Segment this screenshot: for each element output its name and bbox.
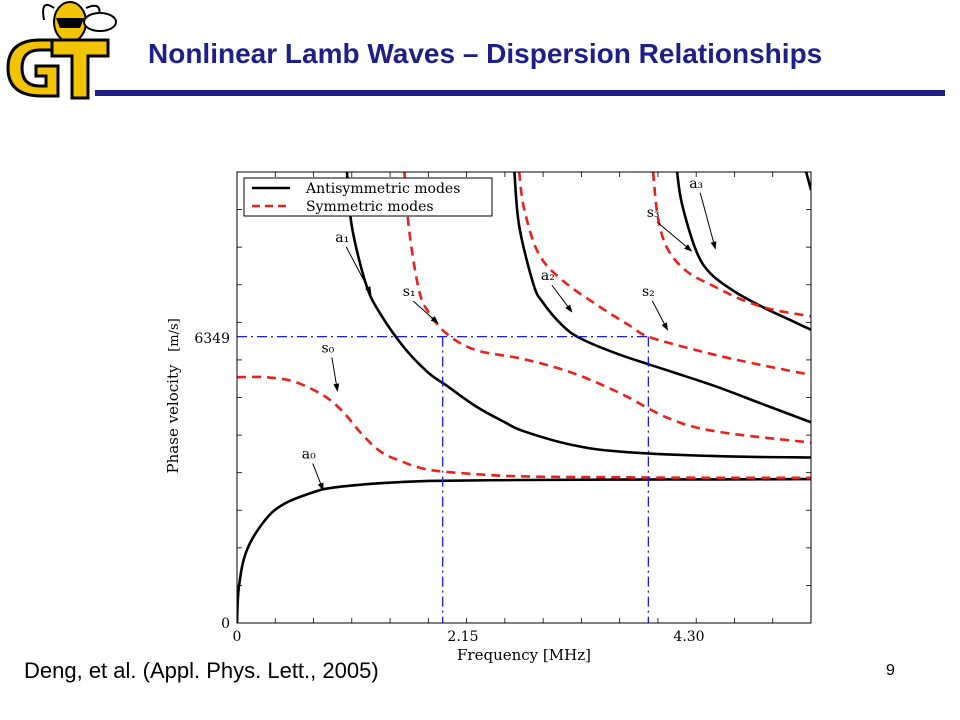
curve-label-arrow bbox=[312, 463, 324, 491]
legend-label-symmetric: Symmetric modes bbox=[306, 199, 434, 215]
curve-label-arrow bbox=[331, 357, 340, 392]
gt-letters: GT bbox=[6, 38, 110, 100]
mode-curve-antisymmetric bbox=[237, 477, 811, 623]
curve-label: a₃ bbox=[689, 176, 703, 192]
slide-title: Nonlinear Lamb Waves – Dispersion Relati… bbox=[148, 38, 823, 69]
legend-label-antisymmetric: Antisymmetric modes bbox=[305, 181, 460, 197]
mode-curve-symmetric bbox=[403, 172, 811, 444]
plot-curves bbox=[237, 172, 811, 623]
curve-label-arrow bbox=[345, 246, 372, 295]
curve-label: s₁ bbox=[403, 284, 416, 300]
y-tick-label: 0 bbox=[221, 616, 230, 632]
curve-label: a₁ bbox=[335, 230, 349, 246]
x-tick-label: 2.15 bbox=[447, 629, 478, 645]
mode-curve-antisymmetric bbox=[675, 172, 811, 331]
y-axis-label: Phase velocity bbox=[164, 364, 182, 473]
plot-frame bbox=[236, 171, 812, 624]
curve-label: a₀ bbox=[302, 446, 316, 462]
minor-ticks bbox=[237, 172, 811, 623]
curve-label-arrow bbox=[651, 300, 668, 331]
title-rule bbox=[95, 90, 945, 96]
legend: Antisymmetric modes Symmetric modes bbox=[243, 177, 493, 217]
mode-curve-symmetric bbox=[517, 172, 811, 377]
curve-label: a₂ bbox=[541, 268, 555, 284]
x-axis-label: Frequency [MHz] bbox=[457, 646, 591, 664]
curve-label-arrow bbox=[699, 192, 717, 250]
citation: Deng, et al. (Appl. Phys. Lett., 2005) bbox=[24, 658, 379, 683]
curve-label: s₂ bbox=[642, 284, 655, 300]
curve-label-arrow bbox=[551, 284, 573, 313]
x-tick-label: 4.30 bbox=[673, 629, 704, 645]
curve-label: s₃ bbox=[647, 205, 660, 221]
curve-label-arrow bbox=[412, 300, 439, 324]
mode-curve-symmetric bbox=[237, 375, 811, 480]
slide-number: 9 bbox=[886, 662, 895, 679]
dispersion-chart: a₀ a₁ a₂ a₃ s₀ s₁ s₂ s₃ Antisymmetric modes Sym… bbox=[164, 171, 812, 664]
curve-label: s₀ bbox=[321, 340, 334, 356]
curve-label-arrow bbox=[656, 221, 693, 252]
legend-box bbox=[243, 177, 493, 217]
x-tick-label: 0 bbox=[233, 629, 242, 645]
y-axis-label-group: Phase velocity [m/s] bbox=[164, 318, 182, 473]
mode-curve-antisymmetric bbox=[513, 172, 811, 424]
georgia-tech-logo: GT bbox=[6, 1, 117, 100]
mode-curve-antisymmetric bbox=[804, 172, 811, 191]
guide-lines bbox=[237, 336, 650, 623]
mode-curve-symmetric bbox=[651, 172, 811, 318]
y-tick-label: 6349 bbox=[194, 331, 230, 347]
y-axis-units: [m/s] bbox=[167, 318, 182, 352]
curve-annotations: a₀ a₁ a₂ a₃ s₀ s₁ s₂ s₃ bbox=[302, 176, 717, 491]
